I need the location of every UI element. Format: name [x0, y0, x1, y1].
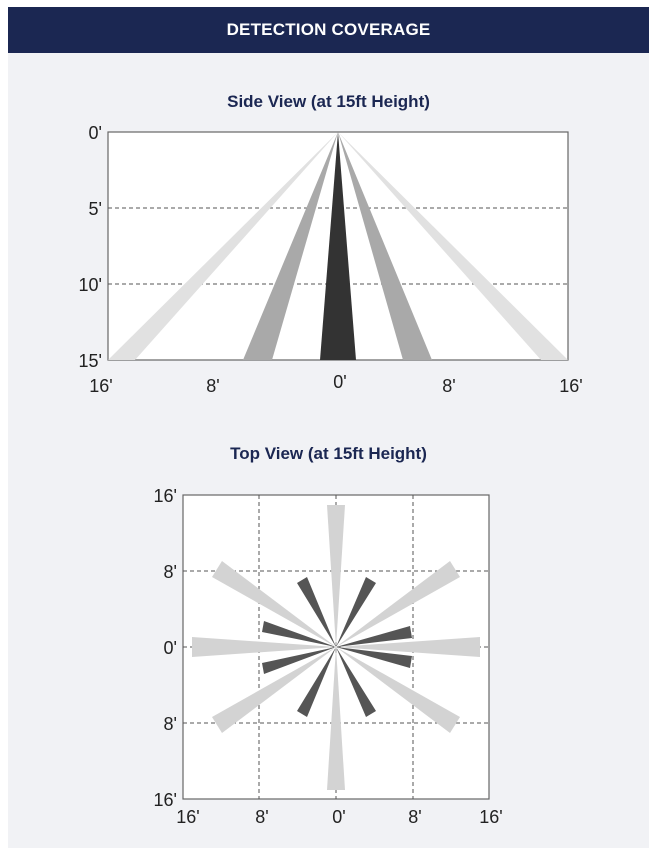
top-ray-dark-ene — [336, 626, 412, 647]
top-x-tick-16-right: 16' — [479, 807, 502, 827]
side-beam-mid-right — [338, 132, 432, 360]
top-ray-light-ne — [336, 561, 460, 647]
top-x-tick-8-right: 8' — [408, 807, 421, 827]
side-x-tick-8-left: 8' — [206, 376, 219, 396]
top-x-tick-16-left: 16' — [176, 807, 199, 827]
top-ray-dark-ese — [336, 647, 412, 668]
top-ray-light-n — [327, 505, 345, 647]
top-y-tick-16-top: 16' — [154, 486, 177, 506]
top-ray-dark-wnw — [262, 621, 336, 647]
top-view-title: Top View (at 15ft Height) — [230, 444, 427, 463]
top-ray-dark-sse — [336, 647, 376, 717]
top-view-diagram: 16' 8' 0' 8' 16' 16' 8' 0' 8' 16' — [154, 486, 503, 827]
top-ray-dark-nnw — [297, 577, 336, 647]
side-beam-center — [320, 132, 356, 360]
side-x-tick-8-right: 8' — [442, 376, 455, 396]
top-ray-dark-nne — [336, 577, 376, 647]
side-beam-mid-left — [243, 132, 338, 360]
top-y-tick-0: 0' — [164, 638, 177, 658]
side-x-tick-16-right: 16' — [559, 376, 582, 396]
header-bar: DETECTION COVERAGE — [8, 7, 649, 53]
top-ray-light-nw — [212, 561, 336, 647]
top-x-tick-8-left: 8' — [255, 807, 268, 827]
side-y-tick-5: 5' — [89, 199, 102, 219]
side-view-diagram: 0' 5' 10' 15' 16' 8' 0' 8' 16' — [79, 123, 583, 396]
side-y-tick-10: 10' — [79, 275, 102, 295]
top-ray-light-e — [336, 637, 480, 657]
top-ray-light-se — [336, 647, 460, 733]
top-ray-dark-wsw — [262, 647, 336, 674]
side-x-tick-16-left: 16' — [89, 376, 112, 396]
top-y-tick-8-top: 8' — [164, 562, 177, 582]
side-beam-outer-right — [338, 132, 568, 360]
top-ray-dark-ssw — [297, 647, 336, 717]
side-x-tick-0: 0' — [333, 372, 346, 392]
top-y-tick-8-bottom: 8' — [164, 714, 177, 734]
top-x-tick-0: 0' — [332, 807, 345, 827]
header-title: DETECTION COVERAGE — [226, 20, 431, 39]
side-y-tick-15: 15' — [79, 351, 102, 371]
top-ray-light-sw — [212, 647, 336, 733]
side-beam-outer-left — [108, 132, 338, 360]
top-ray-light-s — [327, 647, 345, 790]
side-y-tick-0: 0' — [89, 123, 102, 143]
top-ray-light-w — [192, 637, 336, 657]
top-y-tick-16-bottom: 16' — [154, 790, 177, 810]
side-view-title: Side View (at 15ft Height) — [227, 92, 430, 111]
